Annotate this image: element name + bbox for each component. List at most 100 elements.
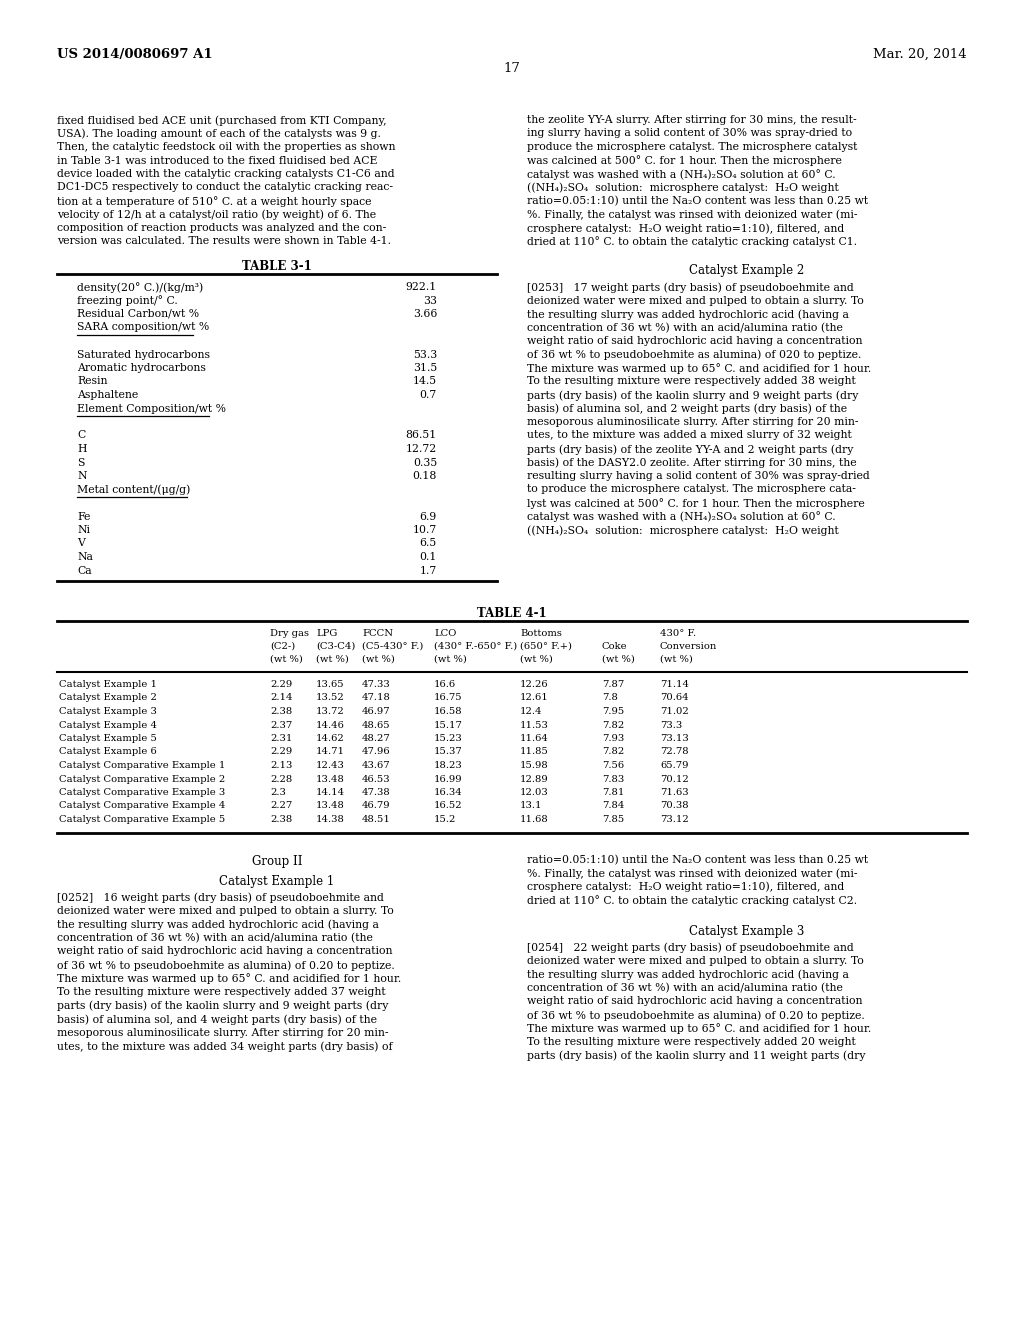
Text: 13.48: 13.48 [316, 775, 345, 784]
Text: crosphere catalyst:  H₂O weight ratio=1:10), filtered, and: crosphere catalyst: H₂O weight ratio=1:1… [527, 882, 844, 892]
Text: TABLE 3-1: TABLE 3-1 [242, 260, 312, 273]
Text: 48.65: 48.65 [362, 721, 390, 730]
Text: lyst was calcined at 500° C. for 1 hour. Then the microsphere: lyst was calcined at 500° C. for 1 hour.… [527, 498, 864, 510]
Text: (wt %): (wt %) [362, 655, 395, 664]
Text: 15.23: 15.23 [434, 734, 463, 743]
Text: 11.85: 11.85 [520, 747, 549, 756]
Text: basis) of alumina sol, and 4 weight parts (dry basis) of the: basis) of alumina sol, and 4 weight part… [57, 1014, 377, 1024]
Text: 10.7: 10.7 [413, 525, 437, 535]
Text: Catalyst Comparative Example 1: Catalyst Comparative Example 1 [59, 762, 225, 770]
Text: catalyst was washed with a (NH₄)₂SO₄ solution at 60° C.: catalyst was washed with a (NH₄)₂SO₄ sol… [527, 511, 836, 523]
Text: US 2014/0080697 A1: US 2014/0080697 A1 [57, 48, 213, 61]
Text: 47.33: 47.33 [362, 680, 391, 689]
Text: resulting slurry having a solid content of 30% was spray-dried: resulting slurry having a solid content … [527, 471, 869, 480]
Text: Bottoms: Bottoms [520, 630, 562, 638]
Text: 13.1: 13.1 [520, 801, 543, 810]
Text: [0253]   17 weight parts (dry basis) of pseudoboehmite and: [0253] 17 weight parts (dry basis) of ps… [527, 282, 854, 293]
Text: (wt %): (wt %) [660, 655, 693, 664]
Text: 14.46: 14.46 [316, 721, 345, 730]
Text: To the resulting mixture were respectively added 20 weight: To the resulting mixture were respective… [527, 1038, 856, 1047]
Text: (wt %): (wt %) [434, 655, 467, 664]
Text: 7.87: 7.87 [602, 680, 625, 689]
Text: 2.29: 2.29 [270, 747, 292, 756]
Text: concentration of 36 wt %) with an acid/alumina ratio (the: concentration of 36 wt %) with an acid/a… [527, 983, 843, 994]
Text: 2.28: 2.28 [270, 775, 292, 784]
Text: V: V [77, 539, 85, 549]
Text: 33: 33 [423, 296, 437, 305]
Text: 12.03: 12.03 [520, 788, 549, 797]
Text: ratio=0.05:1:10) until the Na₂O content was less than 0.25 wt: ratio=0.05:1:10) until the Na₂O content … [527, 854, 868, 865]
Text: 2.38: 2.38 [270, 814, 292, 824]
Text: Catalyst Example 2: Catalyst Example 2 [59, 693, 157, 702]
Text: 0.18: 0.18 [413, 471, 437, 480]
Text: the zeolite YY-A slurry. After stirring for 30 mins, the result-: the zeolite YY-A slurry. After stirring … [527, 115, 857, 125]
Text: Catalyst Comparative Example 2: Catalyst Comparative Example 2 [59, 775, 225, 784]
Text: (wt %): (wt %) [520, 655, 553, 664]
Text: 922.1: 922.1 [406, 282, 437, 292]
Text: %. Finally, the catalyst was rinsed with deionized water (mi-: %. Finally, the catalyst was rinsed with… [527, 869, 857, 879]
Text: parts (dry basis) of the kaolin slurry and 9 weight parts (dry: parts (dry basis) of the kaolin slurry a… [527, 389, 858, 400]
Text: 43.67: 43.67 [362, 762, 390, 770]
Text: 16.58: 16.58 [434, 708, 463, 715]
Text: concentration of 36 wt %) with an acid/alumina ratio (the: concentration of 36 wt %) with an acid/a… [527, 322, 843, 333]
Text: basis) of alumina sol, and 2 weight parts (dry basis) of the: basis) of alumina sol, and 2 weight part… [527, 404, 847, 414]
Text: 7.84: 7.84 [602, 801, 625, 810]
Text: 16.52: 16.52 [434, 801, 463, 810]
Text: 65.79: 65.79 [660, 762, 688, 770]
Text: Residual Carbon/wt %: Residual Carbon/wt % [77, 309, 199, 319]
Text: Catalyst Comparative Example 5: Catalyst Comparative Example 5 [59, 814, 225, 824]
Text: 7.85: 7.85 [602, 814, 625, 824]
Text: 16.34: 16.34 [434, 788, 463, 797]
Text: 3.66: 3.66 [413, 309, 437, 319]
Text: LCO: LCO [434, 630, 457, 638]
Text: 70.38: 70.38 [660, 801, 688, 810]
Text: 7.81: 7.81 [602, 788, 625, 797]
Text: (wt %): (wt %) [316, 655, 349, 664]
Text: 11.64: 11.64 [520, 734, 549, 743]
Text: deionized water were mixed and pulped to obtain a slurry. To: deionized water were mixed and pulped to… [527, 956, 864, 966]
Text: Aromatic hydrocarbons: Aromatic hydrocarbons [77, 363, 206, 374]
Text: 14.14: 14.14 [316, 788, 345, 797]
Text: 15.98: 15.98 [520, 762, 549, 770]
Text: Ni: Ni [77, 525, 90, 535]
Text: (wt %): (wt %) [602, 655, 635, 664]
Text: 14.38: 14.38 [316, 814, 345, 824]
Text: deionized water were mixed and pulped to obtain a slurry. To: deionized water were mixed and pulped to… [527, 296, 864, 305]
Text: 12.61: 12.61 [520, 693, 549, 702]
Text: in Table 3-1 was introduced to the fixed fluidised bed ACE: in Table 3-1 was introduced to the fixed… [57, 156, 378, 165]
Text: Fe: Fe [77, 511, 90, 521]
Text: Catalyst Example 4: Catalyst Example 4 [59, 721, 157, 730]
Text: 1.7: 1.7 [420, 565, 437, 576]
Text: 16.6: 16.6 [434, 680, 456, 689]
Text: 13.65: 13.65 [316, 680, 345, 689]
Text: ((NH₄)₂SO₄  solution:  microsphere catalyst:  H₂O weight: ((NH₄)₂SO₄ solution: microsphere catalys… [527, 182, 839, 193]
Text: LPG: LPG [316, 630, 337, 638]
Text: (wt %): (wt %) [270, 655, 303, 664]
Text: 31.5: 31.5 [413, 363, 437, 374]
Text: 48.51: 48.51 [362, 814, 391, 824]
Text: S: S [77, 458, 84, 467]
Text: [0252]   16 weight parts (dry basis) of pseudoboehmite and: [0252] 16 weight parts (dry basis) of ps… [57, 892, 384, 903]
Text: 2.38: 2.38 [270, 708, 292, 715]
Text: Mar. 20, 2014: Mar. 20, 2014 [873, 48, 967, 61]
Text: Na: Na [77, 552, 93, 562]
Text: concentration of 36 wt %) with an acid/alumina ratio (the: concentration of 36 wt %) with an acid/a… [57, 933, 373, 944]
Text: 14.71: 14.71 [316, 747, 345, 756]
Text: 2.27: 2.27 [270, 801, 292, 810]
Text: 12.4: 12.4 [520, 708, 543, 715]
Text: Catalyst Comparative Example 4: Catalyst Comparative Example 4 [59, 801, 225, 810]
Text: freezing point/° C.: freezing point/° C. [77, 296, 178, 306]
Text: 7.95: 7.95 [602, 708, 625, 715]
Text: dried at 110° C. to obtain the catalytic cracking catalyst C2.: dried at 110° C. to obtain the catalytic… [527, 895, 857, 906]
Text: 13.72: 13.72 [316, 708, 345, 715]
Text: the resulting slurry was added hydrochloric acid (having a: the resulting slurry was added hydrochlo… [57, 920, 379, 931]
Text: crosphere catalyst:  H₂O weight ratio=1:10), filtered, and: crosphere catalyst: H₂O weight ratio=1:1… [527, 223, 844, 234]
Text: 18.23: 18.23 [434, 762, 463, 770]
Text: 2.29: 2.29 [270, 680, 292, 689]
Text: 71.02: 71.02 [660, 708, 689, 715]
Text: 17: 17 [504, 62, 520, 75]
Text: 14.62: 14.62 [316, 734, 345, 743]
Text: DC1-DC5 respectively to conduct the catalytic cracking reac-: DC1-DC5 respectively to conduct the cata… [57, 182, 393, 193]
Text: 2.31: 2.31 [270, 734, 293, 743]
Text: 14.5: 14.5 [413, 376, 437, 387]
